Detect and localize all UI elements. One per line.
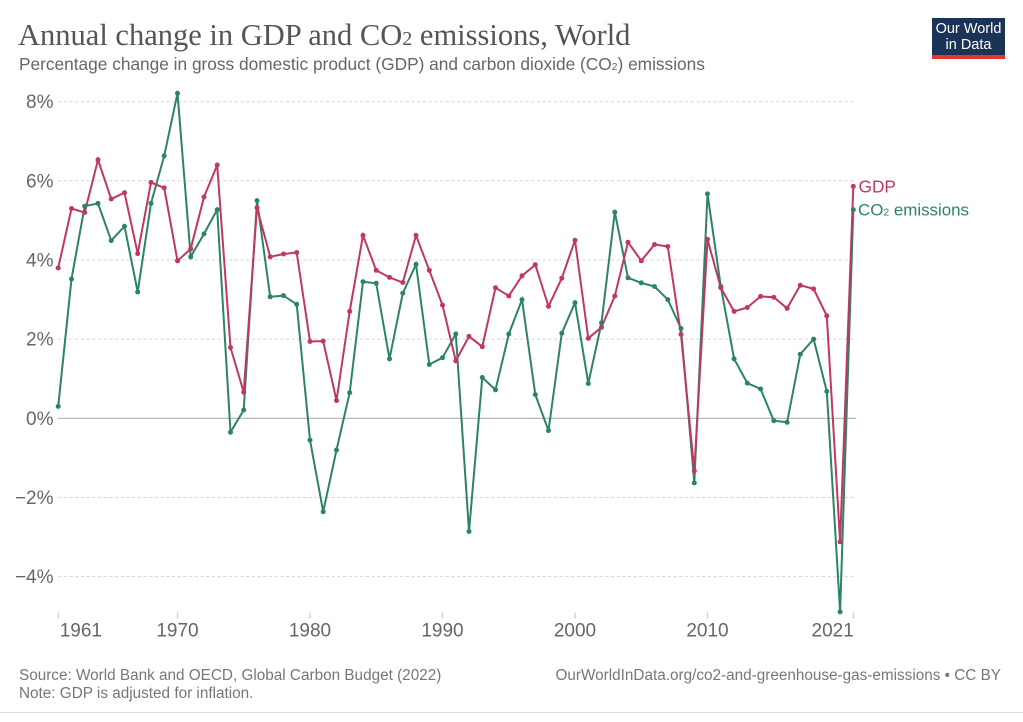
svg-text:0%: 0%: [26, 409, 54, 430]
svg-text:2000: 2000: [554, 621, 596, 642]
svg-text:1961: 1961: [60, 621, 102, 642]
svg-text:6%: 6%: [26, 171, 54, 192]
svg-text:1980: 1980: [289, 621, 331, 642]
svg-text:1970: 1970: [156, 621, 198, 642]
svg-text:8%: 8%: [26, 92, 54, 113]
svg-text:4%: 4%: [26, 251, 54, 272]
svg-text:2021: 2021: [812, 621, 854, 642]
svg-text:1990: 1990: [421, 621, 463, 642]
svg-text:GDP: GDP: [859, 176, 896, 196]
svg-text:CO2 emissions: CO2 emissions: [858, 201, 969, 220]
svg-text:2010: 2010: [686, 621, 728, 642]
svg-text:−4%: −4%: [15, 567, 54, 588]
svg-text:−2%: −2%: [15, 488, 54, 509]
svg-text:2%: 2%: [26, 330, 54, 351]
